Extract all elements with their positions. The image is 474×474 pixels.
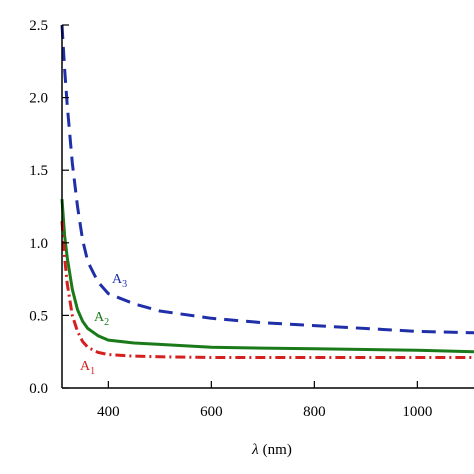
y-tick-label: 2.5	[29, 18, 48, 34]
series-label-main: A	[94, 310, 105, 325]
series-label-main: A	[112, 272, 123, 287]
series-label-a2: A2	[94, 310, 109, 328]
series-line-a3	[60, 24, 474, 335]
x-tick-label: 800	[303, 404, 326, 420]
ticks-layer	[62, 24, 418, 389]
y-tick-label: 1.0	[29, 236, 48, 252]
y-tick-label: 0.5	[29, 308, 48, 324]
series-line-a2	[60, 199, 474, 354]
x-axis-title: λ (nm)	[251, 442, 292, 458]
y-tick-label: 0.0	[29, 381, 48, 397]
x-tick-label: 400	[97, 404, 120, 420]
y-tick-label: 2.0	[29, 91, 48, 107]
series-label-sub: 3	[122, 279, 127, 290]
x-tick-label: 600	[200, 404, 223, 420]
x-tick-label: 1000	[402, 404, 432, 420]
axes-layer	[61, 25, 474, 389]
series-line-a1	[60, 220, 474, 359]
series-label-sub: 1	[90, 366, 95, 377]
series-label-a1: A1	[80, 359, 95, 377]
x-axis-unit: (nm)	[263, 442, 292, 458]
series-label-a3: A3	[112, 272, 127, 290]
series-label-main: A	[80, 359, 91, 374]
x-axis-symbol: λ	[251, 442, 259, 458]
y-tick-label: 1.5	[29, 163, 48, 179]
series-layer	[60, 24, 474, 359]
series-label-sub: 2	[104, 317, 109, 328]
